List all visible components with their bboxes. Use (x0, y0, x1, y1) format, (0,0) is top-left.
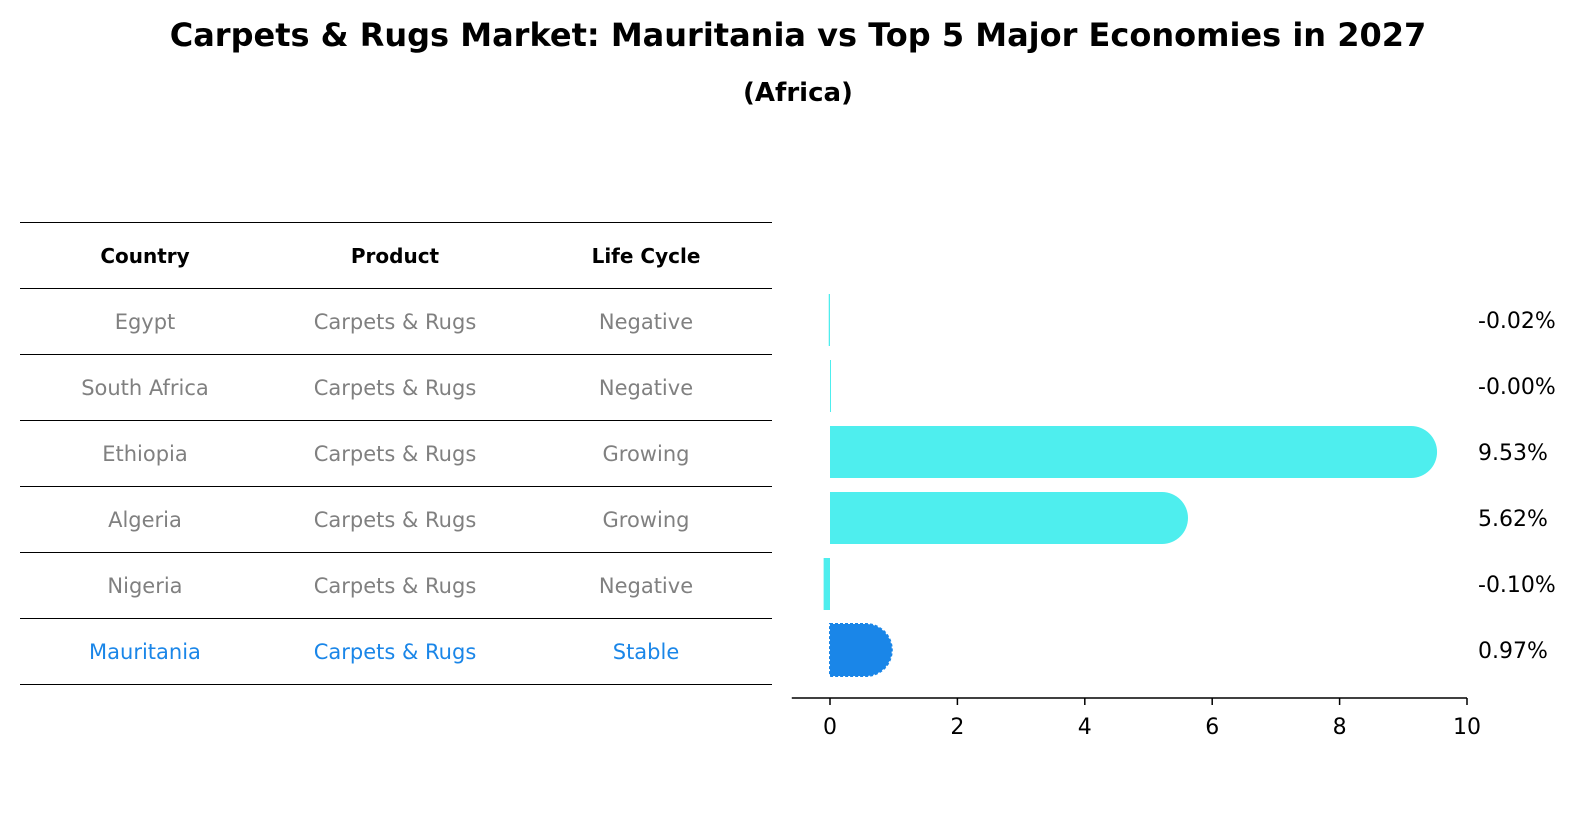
chart-subtitle: (Africa) (743, 78, 853, 108)
chart-title: Carpets & Rugs Market: Mauritania vs Top… (169, 16, 1427, 54)
cell-product: Carpets & Rugs (313, 639, 477, 664)
value-label: 0.97% (1478, 639, 1548, 664)
table-header-row: Country Product Life Cycle (20, 223, 772, 289)
cell-country: Egypt (114, 309, 176, 334)
table-row: Ethiopia Carpets & Rugs Growing (20, 421, 772, 487)
cell-life-cycle: Negative (598, 375, 694, 400)
x-tick-label: 4 (1078, 715, 1092, 740)
cell-country: Algeria (108, 507, 182, 532)
x-tick-label: 10 (1453, 715, 1481, 740)
bar-south-africa (830, 360, 831, 412)
table-row: South Africa Carpets & Rugs Negative (20, 355, 772, 421)
x-tick-label: 8 (1333, 715, 1347, 740)
value-label: 5.62% (1478, 507, 1548, 532)
cell-country: Ethiopia (102, 441, 188, 466)
bar-ethiopia (830, 426, 1438, 478)
bar-algeria (830, 492, 1188, 544)
header-life-cycle: Life Cycle (591, 243, 701, 268)
bar-mauritania (829, 623, 893, 677)
cell-life-cycle: Stable (612, 639, 680, 664)
table-row: Nigeria Carpets & Rugs Negative (20, 553, 772, 619)
table-row: Algeria Carpets & Rugs Growing (20, 487, 772, 553)
value-label: 9.53% (1478, 441, 1548, 466)
cell-product: Carpets & Rugs (313, 573, 477, 598)
table-row-highlighted: Mauritania Carpets & Rugs Stable (20, 619, 772, 685)
table-row: Egypt Carpets & Rugs Negative (20, 289, 772, 355)
value-label: -0.00% (1478, 375, 1556, 400)
cell-life-cycle: Negative (598, 309, 694, 334)
cell-country: South Africa (81, 375, 209, 400)
value-label: -0.10% (1478, 573, 1556, 598)
bar-nigeria (823, 558, 830, 610)
cell-life-cycle: Negative (598, 573, 694, 598)
cell-life-cycle: Growing (602, 441, 690, 466)
cell-product: Carpets & Rugs (313, 507, 477, 532)
cell-product: Carpets & Rugs (313, 441, 477, 466)
x-tick-label: 2 (950, 715, 964, 740)
cell-life-cycle: Growing (602, 507, 690, 532)
cell-product: Carpets & Rugs (313, 309, 477, 334)
cell-product: Carpets & Rugs (313, 375, 477, 400)
cell-country: Nigeria (107, 573, 183, 598)
data-table: Country Product Life Cycle Egypt Carpets… (20, 222, 772, 685)
bar-egypt (828, 294, 830, 346)
x-tick-label: 0 (823, 715, 837, 740)
cell-country: Mauritania (89, 639, 201, 664)
value-label: -0.02% (1478, 309, 1556, 334)
x-tick-label: 6 (1205, 715, 1219, 740)
header-product: Product (350, 243, 440, 268)
header-country: Country (100, 243, 190, 268)
